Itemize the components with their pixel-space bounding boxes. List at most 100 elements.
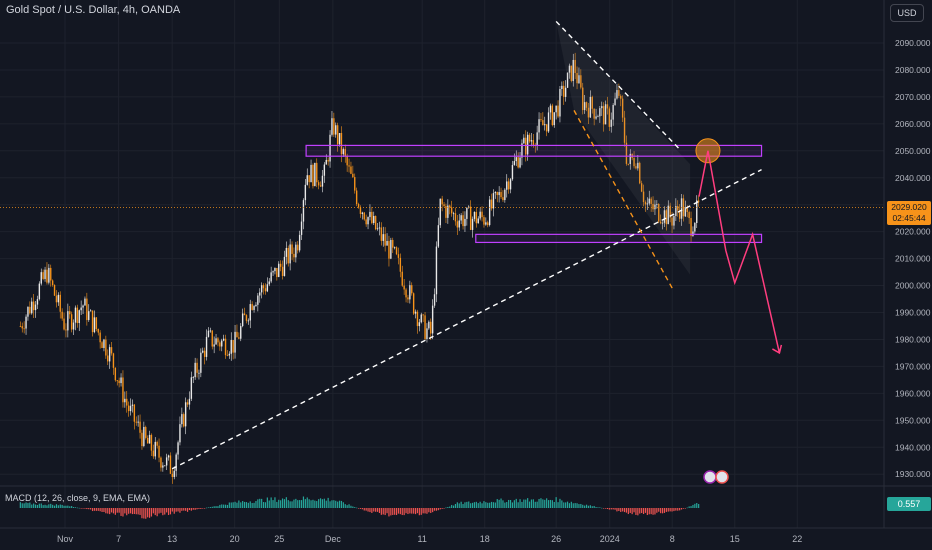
macd-bar [475, 501, 477, 508]
candle-body [317, 182, 320, 186]
macd-bar [443, 508, 445, 509]
candle-body [576, 73, 578, 84]
candle-body [431, 305, 434, 334]
candle-body [164, 465, 166, 467]
channel-lower-line [573, 110, 673, 289]
macd-bar [93, 508, 96, 511]
candle-body [403, 285, 405, 290]
candle-body [230, 340, 232, 354]
macd-bar [601, 507, 603, 509]
x-tick-label: 25 [274, 534, 284, 544]
candle-body [392, 239, 394, 248]
candle-body [378, 227, 381, 229]
macd-bar [264, 502, 267, 508]
macd-bar [540, 498, 542, 508]
macd-bar [565, 502, 567, 508]
candle-body [418, 322, 421, 327]
candle-body [692, 231, 694, 236]
macd-bar [148, 508, 151, 518]
y-tick-label: 2090.000 [895, 38, 931, 48]
macd-bar [242, 501, 244, 508]
macd-bar [314, 500, 316, 508]
macd-bar [473, 502, 476, 508]
candle-body [640, 183, 643, 192]
candle-body [143, 426, 145, 447]
x-tick-label: 20 [230, 534, 240, 544]
macd-bar [228, 502, 230, 508]
macd-bar [521, 501, 523, 508]
candle-body [221, 340, 223, 347]
candle-body [31, 301, 33, 314]
candle-body [473, 211, 476, 219]
candle-body [612, 104, 614, 120]
macd-bar [584, 505, 586, 508]
candle-body [131, 404, 134, 406]
macd-bar [527, 498, 529, 508]
macd-bar [397, 508, 400, 514]
candle-body [549, 105, 552, 113]
macd-bar [392, 508, 394, 515]
macd-bar [181, 508, 183, 511]
macd-bar [99, 508, 101, 512]
macd-bar [375, 508, 377, 512]
candle-body [475, 211, 478, 224]
candle-body [401, 271, 403, 286]
candle-body [564, 87, 567, 97]
macd-bar [679, 508, 681, 511]
macd-bar [88, 508, 90, 510]
macd-bar [593, 505, 595, 508]
x-tick-label: 26 [551, 534, 561, 544]
macd-bar [118, 508, 120, 513]
macd-bar [546, 498, 548, 508]
macd-bar [671, 508, 673, 512]
y-tick-label: 1970.000 [895, 361, 931, 371]
candle-body [682, 198, 685, 217]
candle-body [238, 337, 240, 339]
candle-body [667, 205, 669, 225]
macd-bar [190, 508, 192, 511]
macd-bar [175, 508, 177, 512]
candle-body [108, 347, 111, 362]
candle-body [694, 223, 696, 232]
candle-body [76, 307, 79, 324]
currency-button[interactable]: USD [890, 4, 924, 22]
candle-body [407, 297, 409, 300]
candle-body [99, 332, 101, 343]
macd-bar [76, 507, 78, 509]
macd-bar [513, 500, 515, 508]
macd-bar [352, 506, 354, 508]
candle-body [688, 212, 690, 219]
candle-body [526, 134, 529, 155]
annotations-layer [171, 20, 783, 470]
candle-body [589, 96, 592, 118]
candle-body [298, 234, 301, 251]
macd-bar [156, 508, 158, 517]
candle-body [652, 203, 654, 210]
candle-body [625, 142, 628, 164]
macd-bar [53, 505, 56, 508]
macd-bar [126, 508, 128, 516]
macd-bar [363, 508, 365, 511]
candle-body [101, 342, 103, 348]
candle-body [167, 455, 170, 458]
macd-bar [340, 500, 343, 508]
macd-bar [437, 508, 439, 511]
macd-bar [61, 504, 63, 508]
macd-bar [675, 508, 677, 511]
candle-body [289, 244, 291, 264]
y-tick-label: 1960.000 [895, 388, 931, 398]
candle-body [635, 166, 637, 169]
macd-bar [55, 504, 58, 508]
candle-body [675, 206, 677, 216]
macd-bar [680, 508, 683, 510]
macd-bar [519, 499, 521, 508]
macd-bar [698, 503, 700, 508]
candle-body [696, 200, 698, 224]
candle-body [502, 197, 504, 201]
candle-body [192, 377, 194, 378]
macd-bar [656, 508, 658, 513]
macd-bar [21, 503, 23, 508]
candle-body [678, 210, 681, 219]
macd-bar [544, 499, 546, 508]
